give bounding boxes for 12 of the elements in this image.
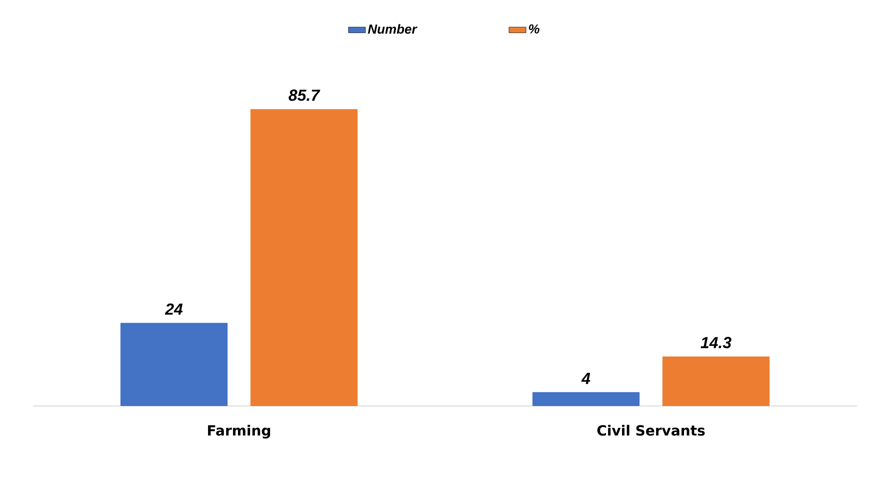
bar xyxy=(662,356,770,406)
bar xyxy=(532,392,640,406)
x-tick-label: Civil Servants xyxy=(597,424,705,436)
data-label: 14.3 xyxy=(700,336,732,348)
data-label: 24 xyxy=(164,303,183,315)
data-label: 85.7 xyxy=(288,90,320,101)
legend-label: % xyxy=(528,24,540,34)
x-tick-label: Farming xyxy=(208,424,270,439)
legend-label: Number xyxy=(368,24,418,34)
bar xyxy=(120,322,228,406)
data-label: 4 xyxy=(581,372,590,384)
bar xyxy=(250,109,358,406)
